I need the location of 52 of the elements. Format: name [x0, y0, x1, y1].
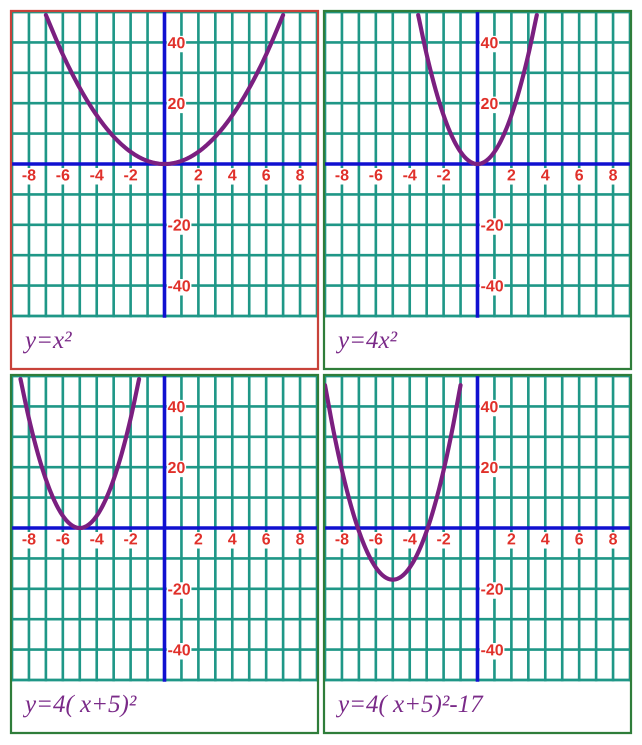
- text: y=x²: [22, 331, 72, 354]
- x-tick-label: -8: [335, 169, 349, 181]
- y-tick-label: 20: [168, 462, 185, 474]
- x-tick-label: 8: [296, 169, 304, 181]
- y-tick-label: 40: [480, 37, 498, 48]
- x-tick-label: -6: [56, 169, 70, 181]
- y-tick-label: 40: [168, 37, 185, 48]
- y-tick-label: 20: [168, 98, 185, 110]
- x-tick-label: 6: [575, 533, 584, 545]
- x-tick-label: 2: [194, 169, 202, 180]
- x-tick-label: -4: [403, 169, 417, 180]
- y-tick-label: 40: [480, 401, 498, 412]
- y-tick-label: -40: [481, 280, 503, 292]
- text: y=4( x+5)²-17: [336, 694, 484, 718]
- x-tick-label: 8: [609, 533, 618, 545]
- x-tick-label: 4: [541, 533, 550, 544]
- y-tick-label: -40: [168, 280, 190, 292]
- y-tick-label: 20: [481, 462, 498, 474]
- y-tick-label: -20: [168, 583, 190, 595]
- x-tick-label: -8: [22, 533, 36, 545]
- x-tick-label: 8: [609, 169, 618, 181]
- text: y=4( x+5)²: [22, 694, 137, 718]
- y-tick-label: -40: [481, 644, 503, 656]
- x-tick-label: 6: [575, 169, 584, 181]
- x-tick-label: 2: [508, 169, 516, 180]
- x-tick-label: 6: [262, 533, 270, 545]
- x-tick-label: 4: [541, 169, 550, 180]
- x-tick-label: -4: [90, 169, 104, 180]
- x-tick-label: 4: [228, 533, 237, 544]
- x-tick-label: 6: [262, 169, 270, 181]
- y-tick-label: -20: [481, 583, 503, 595]
- x-tick-label: -2: [437, 533, 450, 544]
- x-tick-label: -6: [369, 169, 382, 181]
- y-tick-label: -40: [168, 644, 190, 656]
- x-tick-label: -6: [56, 533, 70, 545]
- x-tick-label: 4: [228, 169, 237, 180]
- x-tick-label: -2: [124, 533, 138, 544]
- y-tick-label: 20: [481, 98, 498, 110]
- x-tick-label: -6: [369, 533, 382, 545]
- x-tick-label: -2: [124, 169, 138, 180]
- text: y=4x²: [336, 331, 398, 354]
- y-tick-label: -20: [168, 219, 190, 231]
- x-tick-label: 8: [296, 533, 304, 545]
- x-tick-label: -8: [22, 169, 36, 181]
- x-tick-label: 2: [508, 533, 516, 544]
- x-tick-label: -4: [403, 533, 417, 544]
- x-tick-label: 2: [194, 533, 202, 544]
- y-tick-label: 40: [168, 401, 185, 412]
- x-tick-label: -8: [335, 533, 349, 545]
- x-tick-label: -4: [90, 533, 104, 544]
- y-tick-label: -20: [481, 219, 503, 231]
- x-tick-label: -2: [437, 169, 450, 180]
